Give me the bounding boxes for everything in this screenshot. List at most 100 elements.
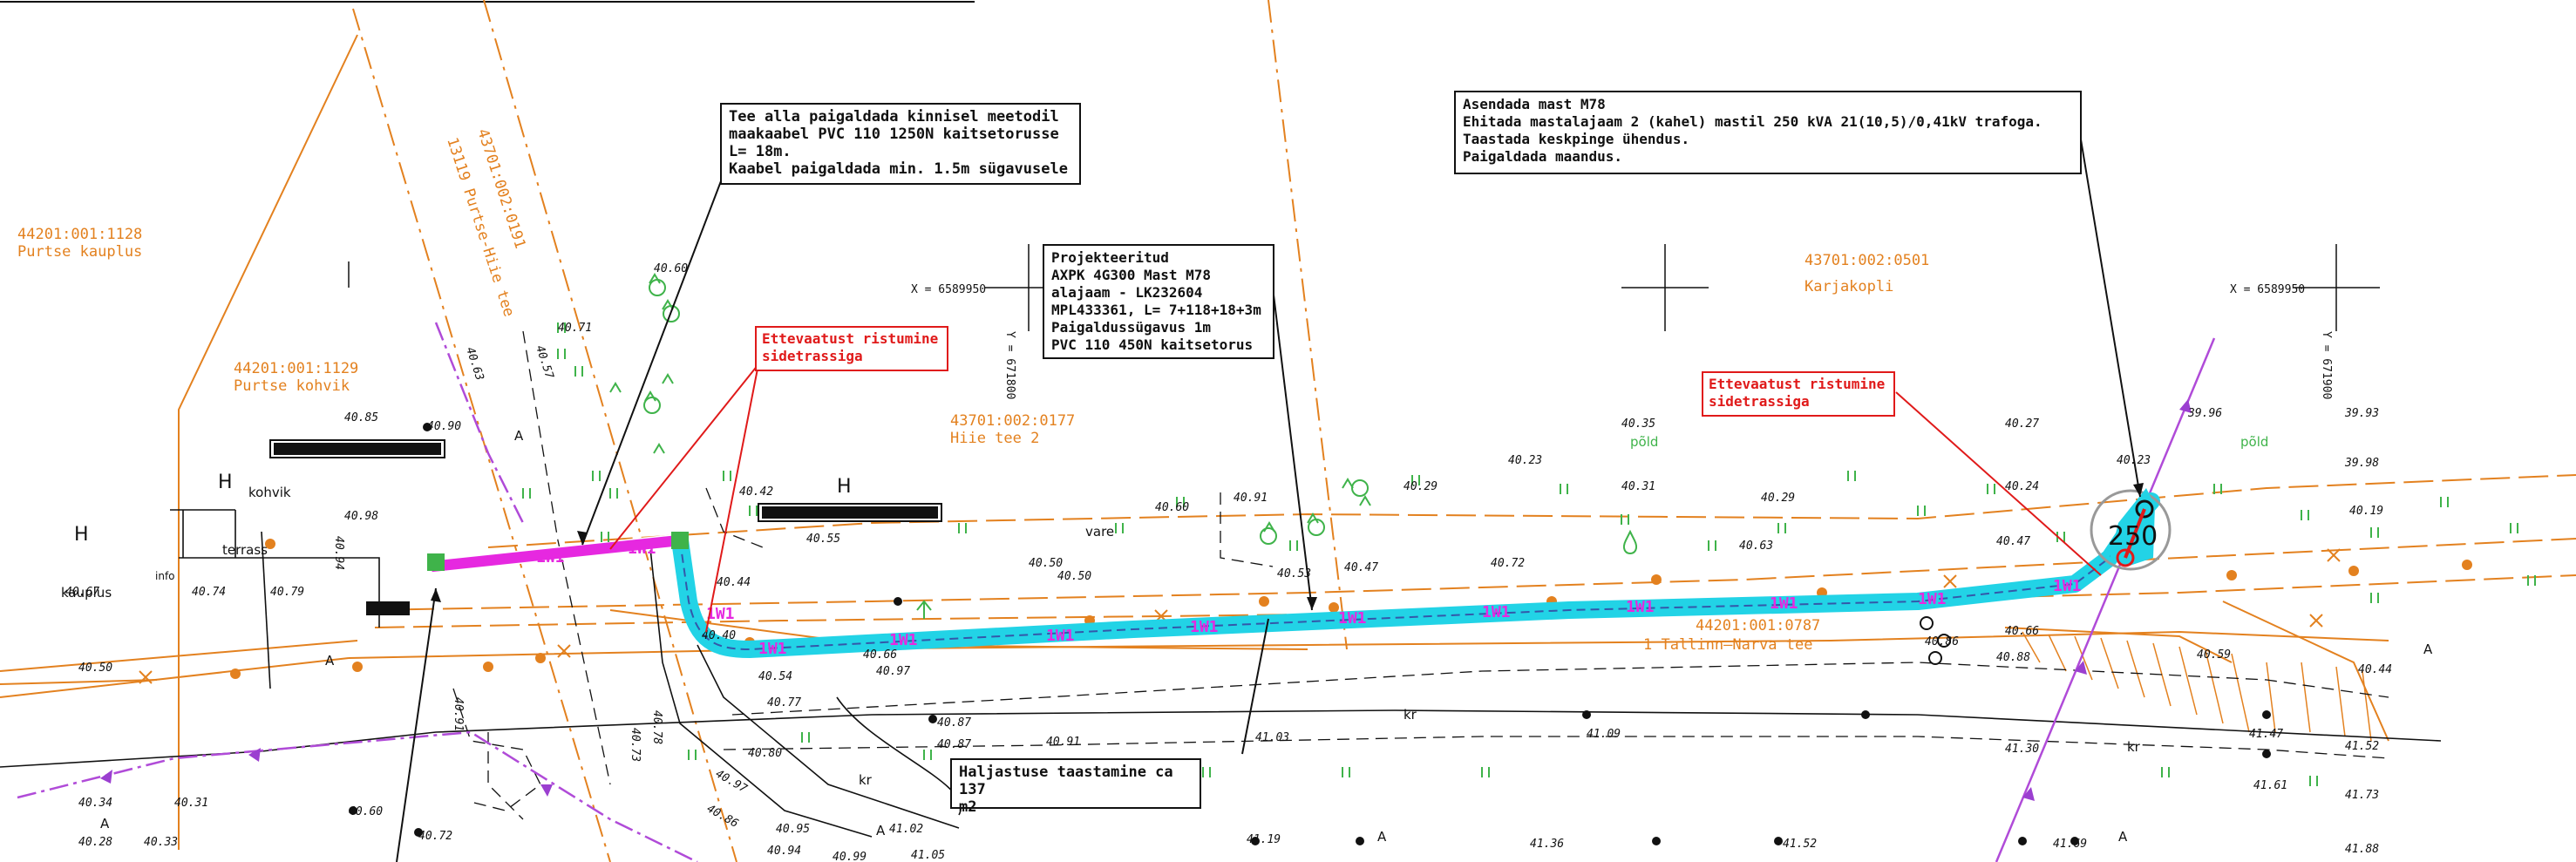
info-label: info [155, 570, 175, 582]
svg-text:39.96: 39.96 [2187, 407, 2222, 420]
svg-text:Purtse kohvik: Purtse kohvik [234, 377, 350, 395]
warning-left: Ettevaatust ristumine sidetrassiga [755, 326, 948, 371]
callout-line: MPL433361, L= 7+118+18+3m [1051, 302, 1261, 318]
svg-text:44201:001:0787: 44201:001:0787 [1696, 617, 1820, 635]
svg-text:41.02: 41.02 [889, 823, 923, 836]
svg-text:1 Tallinn–Narva tee: 1 Tallinn–Narva tee [1643, 636, 1812, 654]
svg-text:44201:001:1129: 44201:001:1129 [234, 360, 358, 377]
svg-text:40.78: 40.78 [650, 710, 663, 744]
area-mark: A [876, 823, 886, 838]
svg-text:41.05: 41.05 [911, 849, 945, 862]
svg-text:43701:002:0501: 43701:002:0501 [1805, 252, 1929, 269]
callout-line: AXPK 4G300 Mast M78 [1051, 267, 1212, 283]
svg-text:41.88: 41.88 [2345, 843, 2379, 856]
terrass-label: terrass [222, 542, 268, 558]
svg-text:40.95: 40.95 [776, 823, 810, 836]
svg-text:40.47: 40.47 [1996, 535, 2030, 548]
building-mark: H [837, 476, 852, 498]
svg-text:39.98: 39.98 [2344, 457, 2379, 470]
svg-text:40.94: 40.94 [332, 536, 345, 570]
callout-line: m2 [959, 798, 977, 816]
svg-text:40.85: 40.85 [344, 411, 378, 424]
y-coordinate: Y = 671900 [2320, 331, 2333, 399]
svg-text:40.55: 40.55 [806, 533, 840, 546]
area-mark: A [2423, 641, 2433, 657]
svg-text:Hiie tee 2: Hiie tee 2 [950, 430, 1039, 447]
vare-label: vare [1085, 524, 1114, 540]
svg-text:40.66: 40.66 [2005, 625, 2039, 638]
svg-text:Karjakopli: Karjakopli [1805, 278, 1893, 295]
svg-text:40.60: 40.60 [1155, 501, 1189, 514]
svg-text:40.53: 40.53 [1277, 567, 1311, 580]
svg-text:Purtse kauplus: Purtse kauplus [17, 243, 142, 261]
svg-text:40.35: 40.35 [1621, 417, 1655, 431]
leader-arrowheads [431, 483, 2144, 610]
callout-road-crossing: Tee alla paigaldada kinnisel meetodil ma… [720, 103, 1081, 185]
svg-text:40.72: 40.72 [1491, 557, 1525, 570]
svg-text:41.52: 41.52 [2345, 740, 2379, 753]
svg-text:40.99: 40.99 [833, 851, 867, 862]
mast-substation[interactable]: 250 [2090, 488, 2172, 571]
embankment-hatch [2022, 631, 2372, 742]
callout-line: alajaam - LK232604 [1051, 284, 1203, 301]
svg-text:40.29: 40.29 [1761, 492, 1795, 505]
svg-text:40.79: 40.79 [270, 586, 304, 599]
cable-mark: 1W1 [1338, 609, 1367, 628]
svg-text:40.50: 40.50 [1057, 570, 1091, 583]
warning-right: Ettevaatust ristumine sidetrassiga [1702, 371, 1895, 417]
cable-mark: 1W1 [1626, 598, 1655, 616]
svg-text:41.47: 41.47 [2249, 728, 2283, 741]
communication-line [17, 322, 2216, 862]
cable-mark: 1W1 [1482, 603, 1511, 621]
svg-text:40.40: 40.40 [702, 629, 736, 642]
callout-line: Haljastuse taastamine ca 137 [959, 764, 1173, 798]
field-label: põld [1630, 434, 1658, 450]
svg-text:41.73: 41.73 [2345, 789, 2379, 802]
callout-line: Tee alla paigaldada kinnisel meetodil [729, 108, 1059, 126]
coordinate-labels: X = 6589950 Y = 671800 X = 6589950 Y = 6… [911, 283, 2333, 399]
svg-text:40.44: 40.44 [2358, 663, 2392, 676]
y-coordinate: Y = 671800 [1003, 331, 1016, 399]
svg-text:40.86: 40.86 [1925, 635, 1959, 648]
svg-text:40.42: 40.42 [739, 485, 773, 499]
svg-text:40.19: 40.19 [2349, 505, 2383, 518]
purple-arrows [100, 399, 2192, 801]
svg-text:41.09: 41.09 [1587, 728, 1621, 741]
cable-marks: 1W1 1W1 1W1 1W1 1W1 1W1 1W1 1W1 1W1 1W1 … [536, 540, 2082, 658]
svg-text:40.31: 40.31 [174, 797, 208, 810]
svg-text:40.71: 40.71 [558, 322, 592, 335]
callout-line: Taastada keskpinge ühendus. [1463, 131, 1690, 147]
svg-text:40.31: 40.31 [1621, 480, 1655, 493]
svg-text:40.44: 40.44 [717, 576, 751, 589]
svg-text:40.24: 40.24 [2005, 480, 2039, 493]
road-crossing-pipe [427, 532, 689, 574]
map-labels: kohvik kauplus terrass info vare põld põ… [61, 428, 2433, 845]
callout-line: Paigaldada maandus. [1463, 148, 1623, 165]
svg-text:40.54: 40.54 [758, 670, 792, 683]
warning-line: Ettevaatust ristumine [1709, 376, 1886, 392]
svg-text:40.98: 40.98 [344, 510, 378, 523]
elevation-labels: 40.60 40.71 40.57 40.63 40.85 40.90 40.9… [65, 262, 2392, 862]
callout-line: Kaabel paigaldada min. 1.5m sügavusele [729, 160, 1068, 178]
svg-text:44201:001:1128: 44201:001:1128 [17, 226, 142, 243]
area-mark: A [325, 653, 335, 669]
svg-text:40.74: 40.74 [192, 586, 226, 599]
svg-text:41.19: 41.19 [1247, 833, 1281, 846]
area-mark: A [2118, 829, 2128, 845]
callout-line: Asendada mast M78 [1463, 96, 1606, 112]
field-label: põld [2240, 434, 2268, 450]
callout-line: Paigaldussügavus 1m [1051, 319, 1212, 336]
x-coordinate: X = 6589950 [2230, 283, 2305, 296]
svg-text:40.23: 40.23 [1508, 454, 1542, 467]
cable-mark: 1W1 [889, 631, 918, 649]
svg-text:40.59: 40.59 [2197, 648, 2231, 662]
cable-mark: 1W1 [536, 548, 565, 567]
svg-text:40.80: 40.80 [748, 747, 782, 760]
svg-text:41.03: 41.03 [1255, 731, 1289, 744]
svg-text:40.87: 40.87 [937, 716, 971, 730]
vegetation-symbols [522, 273, 2536, 786]
svg-text:40.72: 40.72 [418, 830, 452, 843]
svg-text:39.93: 39.93 [2344, 407, 2379, 420]
svg-text:40.60: 40.60 [349, 805, 383, 818]
